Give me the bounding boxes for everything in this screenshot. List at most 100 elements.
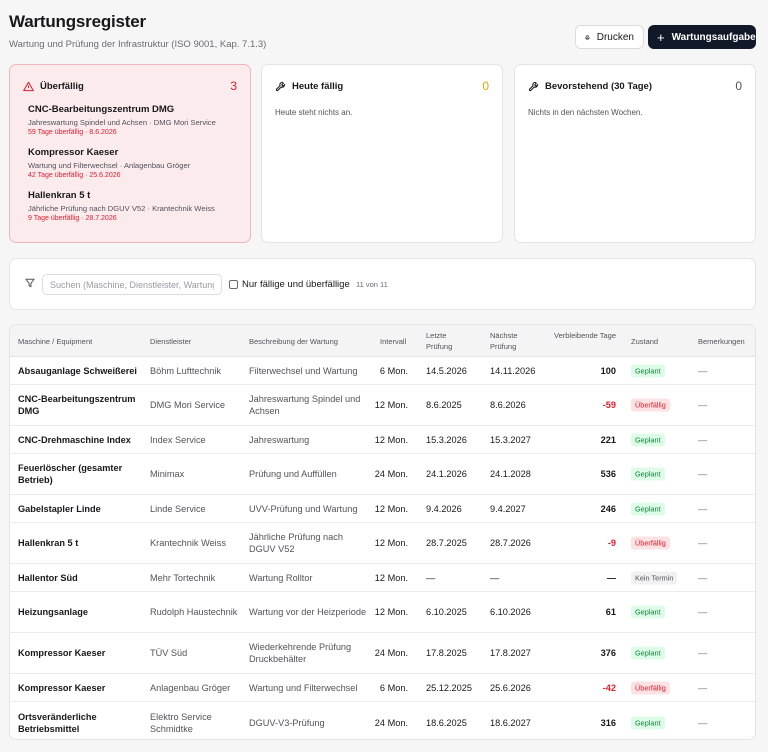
status-badge: Überfällig — [631, 398, 670, 412]
interval-cell: 12 Mon. — [374, 400, 408, 410]
table-row[interactable]: Absauganlage Schweißerei Böhm Lufttechnik… — [10, 357, 755, 385]
column-header-name[interactable]: Maschine / Equipment — [18, 337, 93, 346]
interval-cell: 24 Mon. — [374, 469, 408, 479]
upcoming-card-title: Bevorstehend (30 Tage) — [528, 81, 652, 92]
table-row[interactable]: CNC-Bearbeitungszentrum DMG DMG Mori Serv… — [10, 385, 755, 426]
last-check-cell: 25.12.2025 — [426, 682, 472, 693]
description-cell: Wartung vor der Heizperiode — [249, 607, 367, 617]
status-badge: Geplant — [631, 364, 665, 377]
table-row[interactable]: Feuerlöscher (gesamter Betrieb) Minimax Pr… — [10, 454, 755, 495]
due-only-checkbox-label[interactable]: Nur fällige und überfällige — [242, 279, 350, 290]
state-cell: Überfällig — [631, 681, 670, 694]
machine-cell: Heizungsanlage — [18, 607, 88, 617]
last-check-cell: 17.8.2025 — [426, 648, 467, 658]
interval-cell: 24 Mon. — [374, 717, 408, 728]
upcoming-count: 0 — [735, 79, 742, 93]
overdue-count: 3 — [230, 79, 237, 93]
status-badge: Geplant — [631, 716, 665, 729]
next-check-cell: — — [490, 572, 500, 583]
remarks-cell: — — [698, 607, 708, 617]
remaining-days-cell: -9 — [607, 538, 616, 548]
column-header-remaining-days[interactable]: Verbleibende Tage — [554, 331, 616, 340]
last-check-cell: — — [426, 572, 436, 583]
column-header-provider[interactable]: Dienstleister — [150, 337, 192, 346]
page-title: Wartungsregister — [9, 12, 146, 31]
provider-cell: Rudolph Haustechnik — [150, 607, 238, 617]
remarks-cell: — — [698, 682, 708, 693]
machine-cell: Hallenkran 5 t — [18, 538, 79, 548]
table-row[interactable]: Hallentor Süd Mehr Tortechnik Wartung Roll… — [10, 564, 755, 592]
machine-cell: Absauganlage Schweißerei — [18, 365, 137, 376]
machine-cell: Ortsveränderliche Betriebsmittel — [18, 711, 97, 734]
next-check-cell: 25.6.2026 — [490, 682, 531, 693]
machine-cell: CNC-Bearbeitungszentrum DMG — [18, 394, 136, 416]
due-only-checkbox[interactable] — [229, 280, 238, 289]
page-subtitle: Wartung und Prüfung der Infrastruktur (I… — [9, 39, 267, 50]
remarks-cell: — — [698, 469, 708, 479]
column-header-next-check[interactable]: Nächste Prüfung — [490, 331, 518, 351]
table-row[interactable]: Ortsveränderliche Betriebsmittel Elektro … — [10, 702, 755, 739]
table-row[interactable]: Kompressor Kaeser Anlagenbau Gröger Wartun… — [10, 674, 755, 702]
print-button[interactable]: Drucken — [575, 25, 644, 49]
remaining-days-cell: 100 — [600, 365, 616, 376]
remarks-cell: — — [698, 717, 708, 728]
interval-cell: 12 Mon. — [374, 607, 408, 617]
remarks-cell: — — [698, 538, 708, 548]
overdue-item[interactable]: CNC-Bearbeitungszentrum DMG Jahreswartun… — [28, 104, 216, 136]
next-check-cell: 24.1.2028 — [490, 469, 531, 479]
wrench-icon — [528, 81, 539, 91]
table-row[interactable]: Heizungsanlage Rudolph Haustechnik Wartung… — [10, 592, 755, 633]
remarks-cell: — — [698, 648, 708, 658]
due-today-empty-text: Heute steht nichts an. — [275, 108, 353, 117]
table-row[interactable]: CNC-Drehmaschine Index Index Service Jahre… — [10, 426, 755, 454]
next-check-cell: 28.7.2026 — [490, 538, 531, 548]
status-badge: Geplant — [631, 502, 665, 515]
column-header-state[interactable]: Zustand — [631, 337, 659, 346]
remaining-days-cell: 536 — [600, 469, 616, 479]
remaining-days-cell: 316 — [600, 717, 616, 728]
next-check-cell: 18.6.2027 — [490, 717, 531, 728]
overdue-card: Überfällig 3 CNC-Bearbeitungszentrum DMG… — [9, 64, 251, 243]
next-check-cell: 15.3.2027 — [490, 434, 531, 445]
search-input[interactable] — [42, 274, 222, 295]
column-header-remarks[interactable]: Bemerkungen — [698, 337, 745, 346]
column-header-description[interactable]: Beschreibung der Wartung — [249, 337, 338, 346]
remaining-days-cell: -42 — [602, 682, 616, 693]
upcoming-empty-text: Nichts in den nächsten Wochen. — [528, 108, 643, 117]
maintenance-table: Maschine / Equipment Dienstleister Besch… — [9, 324, 756, 740]
interval-cell: 12 Mon. — [374, 434, 408, 445]
print-button-label: Drucken — [596, 31, 634, 43]
add-maintenance-task-button[interactable]: + Wartungsaufgabe — [648, 25, 756, 49]
add-button-label: Wartungsaufgabe — [671, 31, 756, 43]
provider-cell: Minimax — [150, 469, 185, 479]
page-header: Wartungsregister Wartung und Prüfung der… — [9, 12, 266, 50]
overdue-item[interactable]: Kompressor Kaeser Wartung und Filterwech… — [28, 147, 191, 179]
filter-bar: Nur fällige und überfällige 11 von 11 — [9, 258, 756, 310]
provider-cell: Mehr Tortechnik — [150, 572, 216, 583]
description-cell: Wartung und Filterwechsel — [249, 682, 358, 693]
state-cell: Geplant — [631, 605, 665, 619]
due-today-card: Heute fällig 0 Heute steht nichts an. — [261, 64, 503, 243]
machine-cell: Kompressor Kaeser — [18, 648, 106, 658]
upcoming-card: Bevorstehend (30 Tage) 0 Nichts in den n… — [514, 64, 756, 243]
next-check-cell: 8.6.2026 — [490, 400, 526, 410]
table-row[interactable]: Hallenkran 5 t Krantechnik Weiss Jährliche… — [10, 523, 755, 564]
description-cell: Jahreswartung Spindel und Achsen — [249, 394, 361, 416]
provider-cell: Index Service — [150, 434, 206, 445]
table-row[interactable]: Gabelstapler Linde Linde Service UVV-Prüfu… — [10, 495, 755, 523]
provider-cell: TÜV Süd — [150, 648, 188, 658]
last-check-cell: 15.3.2026 — [426, 434, 467, 445]
overdue-card-title: Überfällig — [23, 81, 84, 92]
overdue-item[interactable]: Hallenkran 5 t Jährliche Prüfung nach DG… — [28, 190, 215, 222]
state-cell: Geplant — [631, 433, 665, 446]
column-header-last-check[interactable]: Letzte Prüfung — [426, 331, 453, 351]
status-badge: Geplant — [631, 605, 665, 619]
column-header-interval[interactable]: Intervall — [380, 337, 407, 346]
provider-cell: Krantechnik Weiss — [150, 538, 226, 548]
remarks-cell: — — [698, 503, 708, 514]
status-badge: Geplant — [631, 646, 665, 660]
table-row[interactable]: Kompressor Kaeser TÜV Süd Wiederkehrende P… — [10, 633, 755, 674]
status-badge: Geplant — [631, 433, 665, 446]
interval-cell: 12 Mon. — [374, 572, 408, 583]
table-body: Absauganlage Schweißerei Böhm Lufttechnik… — [10, 357, 755, 739]
